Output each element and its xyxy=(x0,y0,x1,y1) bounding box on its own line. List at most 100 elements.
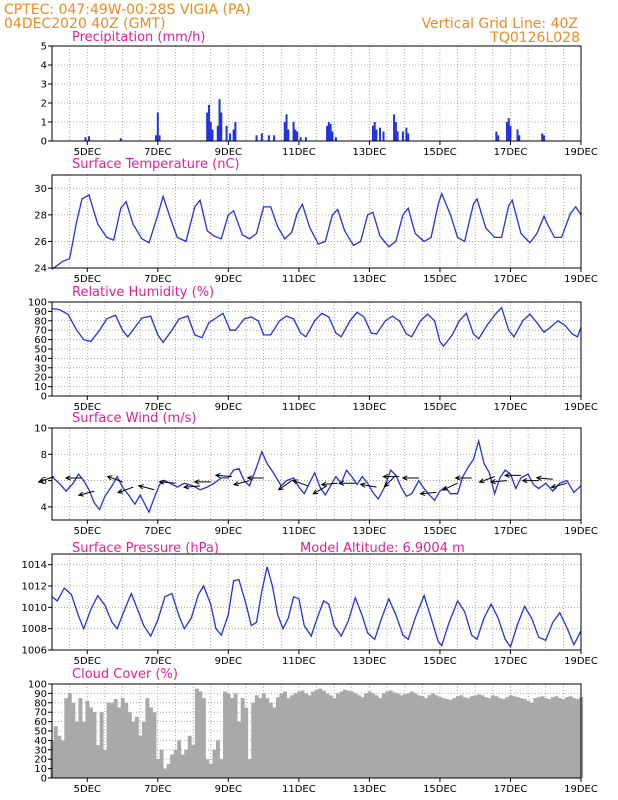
humidity-ytick-label: 40 xyxy=(34,354,47,365)
wind-arrow xyxy=(551,482,568,488)
pressure-xtick-label: 13DEC xyxy=(353,656,387,667)
temperature-xtick-label: 17DEC xyxy=(494,274,528,285)
precipitation-bar xyxy=(285,114,288,141)
cloud-cover-bar xyxy=(57,735,62,778)
cloud-cover-bar xyxy=(131,721,136,778)
wind-arrow-head xyxy=(478,478,485,484)
cloud-cover-ytick-label: 100 xyxy=(28,680,47,691)
cloud-cover-xtick-label: 19DEC xyxy=(564,784,598,795)
wind-arrow-head xyxy=(521,477,528,484)
cloud-cover-bar xyxy=(350,691,354,778)
precipitation-bar xyxy=(209,122,212,141)
pressure-xtick-label: 11DEC xyxy=(282,656,316,667)
wind-arrow-head xyxy=(401,475,408,481)
humidity-ytick-label: 80 xyxy=(34,316,47,327)
cloud-cover-bar xyxy=(194,688,199,778)
cloud-cover-bar xyxy=(265,698,270,778)
cloud-cover-bar xyxy=(208,763,213,778)
wind-arrow-head xyxy=(454,475,461,481)
temperature-xtick-label: 11DEC xyxy=(282,274,316,285)
wind-arrow-head xyxy=(106,475,113,481)
cloud-cover-bar xyxy=(417,695,421,778)
precipitation-bar xyxy=(218,99,221,141)
cloud-cover-bar xyxy=(170,754,175,778)
cloud-cover-bar xyxy=(547,699,552,778)
cloud-cover-bar xyxy=(300,690,305,778)
wind-arrow-head xyxy=(77,491,84,497)
cloud-cover-bar xyxy=(89,707,93,778)
wind-arrow xyxy=(138,485,155,491)
precipitation-title: Precipitation (mm/h) xyxy=(72,30,205,45)
cloud-cover-bar xyxy=(526,700,531,778)
cloud-cover-bar xyxy=(554,696,559,778)
precipitation-bar xyxy=(516,129,519,141)
precipitation-bar xyxy=(296,131,299,141)
cloud-cover-bar xyxy=(226,693,231,778)
wind-arrow-head xyxy=(489,478,496,485)
humidity-ytick-label: 10 xyxy=(34,382,47,393)
cloud-cover-bar xyxy=(484,697,488,778)
cloud-cover-bar xyxy=(103,749,108,778)
humidity-ytick-label: 60 xyxy=(34,335,47,346)
cloud-cover-bar xyxy=(480,695,485,778)
cloud-cover-bar xyxy=(413,693,418,778)
cloud-cover-bar xyxy=(438,697,443,778)
cloud-cover-bar xyxy=(275,697,280,778)
precipitation-xtick-label: 11DEC xyxy=(282,147,316,158)
humidity-xtick-label: 5DEC xyxy=(74,402,101,413)
precipitation-ytick-label: 3 xyxy=(41,80,47,91)
wind-arrow-head xyxy=(442,485,449,491)
cloud-cover-bar xyxy=(399,695,404,778)
wind-ytick-label: 4 xyxy=(41,502,47,513)
precipitation-bar xyxy=(294,129,297,141)
pressure-xtick-label: 19DEC xyxy=(564,656,598,667)
cloud-cover-bar xyxy=(459,695,464,778)
cloud-cover-bar xyxy=(198,691,203,778)
cloud-cover-bar xyxy=(117,707,122,778)
precipitation-bar xyxy=(378,127,381,141)
cloud-cover-bar xyxy=(476,694,481,778)
pressure-ytick-label: 1008 xyxy=(22,624,47,635)
cloud-cover-bar xyxy=(201,698,206,778)
precipitation-bar xyxy=(119,138,122,141)
precipitation-bar xyxy=(405,127,408,141)
cloud-cover-xtick-label: 7DEC xyxy=(144,784,171,795)
cloud-cover-bar xyxy=(268,702,273,778)
cloud-cover-bar xyxy=(138,735,143,778)
cloud-cover-title: Cloud Cover (%) xyxy=(72,667,178,682)
cloud-cover-bar xyxy=(223,691,227,778)
cloud-cover-bar xyxy=(110,702,115,778)
precipitation-bar xyxy=(505,122,508,141)
cloud-cover-bar xyxy=(187,735,192,778)
precipitation-bar xyxy=(283,122,286,141)
precipitation-bar xyxy=(304,137,307,141)
cloud-cover-bar xyxy=(378,698,383,778)
cloud-cover-bar xyxy=(96,745,101,778)
cloud-cover-xtick-label: 13DEC xyxy=(353,784,387,795)
cloud-cover-bar xyxy=(505,697,510,778)
humidity-ytick-label: 70 xyxy=(34,326,47,337)
humidity-ytick-label: 90 xyxy=(34,307,47,318)
cloud-cover-bar xyxy=(346,690,351,778)
cloud-cover-bar xyxy=(163,768,168,778)
cloud-cover-bar xyxy=(381,693,386,778)
cloud-cover-bar xyxy=(357,695,361,778)
cloud-cover-ytick-label: 10 xyxy=(34,764,47,775)
wind-ytick-label: 10 xyxy=(34,424,47,435)
cloud-cover-bar xyxy=(374,695,379,778)
cloud-cover-ytick-label: 60 xyxy=(34,717,47,728)
cloud-cover-bar xyxy=(448,699,453,778)
cloud-cover-bar xyxy=(244,707,249,778)
cloud-cover-bar xyxy=(543,698,548,778)
wind-arrow-head xyxy=(383,481,390,488)
wind-arrow-head xyxy=(320,481,327,487)
humidity-ytick-label: 100 xyxy=(28,298,47,309)
wind-arrow-head xyxy=(64,475,71,481)
cloud-cover-bar xyxy=(254,695,259,778)
pressure-xtick-label: 15DEC xyxy=(423,656,457,667)
precipitation-bar xyxy=(334,137,337,141)
cloud-cover-bar xyxy=(184,749,189,778)
cloud-cover-bar xyxy=(205,759,210,778)
cloud-cover-bar xyxy=(282,691,287,778)
precipitation-ytick-label: 5 xyxy=(41,42,47,53)
